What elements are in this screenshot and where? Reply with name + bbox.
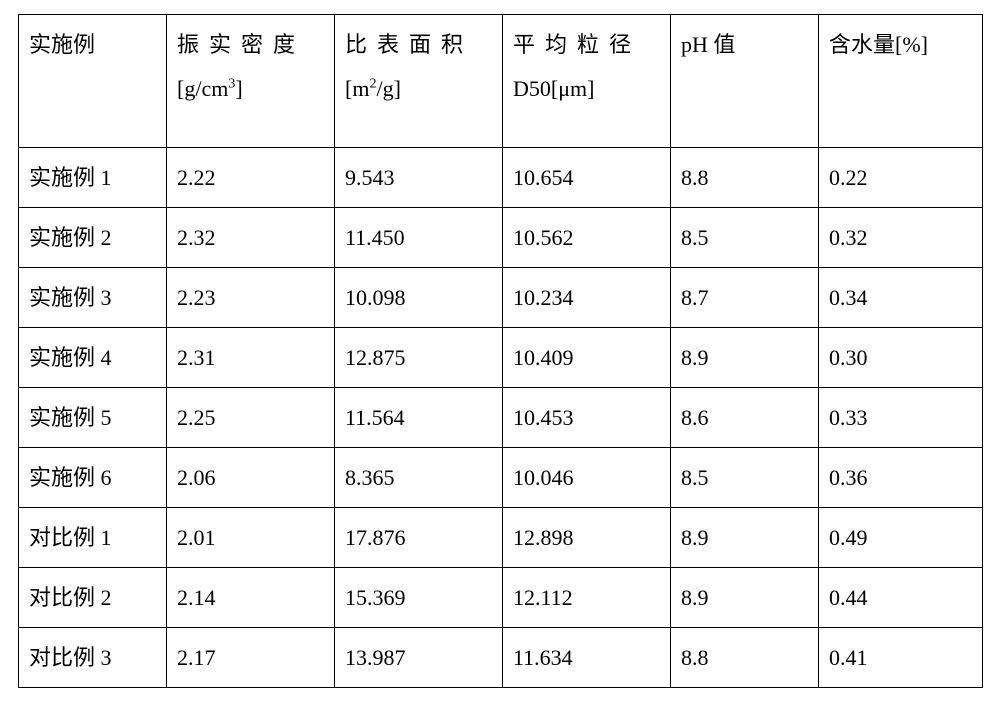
cell: 对比例 3 bbox=[19, 628, 167, 688]
cell: 0.41 bbox=[819, 628, 983, 688]
cell: 2.23 bbox=[167, 268, 335, 328]
table-row: 实施例 1 2.22 9.543 10.654 8.8 0.22 bbox=[19, 148, 983, 208]
cell: 0.34 bbox=[819, 268, 983, 328]
table-row: 实施例 4 2.31 12.875 10.409 8.9 0.30 bbox=[19, 328, 983, 388]
cell: 10.046 bbox=[503, 448, 671, 508]
cell: 2.22 bbox=[167, 148, 335, 208]
table-row: 实施例 6 2.06 8.365 10.046 8.5 0.36 bbox=[19, 448, 983, 508]
cell: 13.987 bbox=[335, 628, 503, 688]
cell: 11.564 bbox=[335, 388, 503, 448]
header-cell-2: 比表面积 [m2/g] bbox=[335, 15, 503, 148]
table-row: 实施例 2 2.32 11.450 10.562 8.5 0.32 bbox=[19, 208, 983, 268]
cell: 2.32 bbox=[167, 208, 335, 268]
cell: 2.25 bbox=[167, 388, 335, 448]
cell: 实施例 5 bbox=[19, 388, 167, 448]
cell: 实施例 3 bbox=[19, 268, 167, 328]
cell: 0.22 bbox=[819, 148, 983, 208]
cell: 0.30 bbox=[819, 328, 983, 388]
header-cell-0: 实施例 bbox=[19, 15, 167, 148]
cell: 8.5 bbox=[671, 208, 819, 268]
cell: 0.49 bbox=[819, 508, 983, 568]
header-cell-4: pH 值 bbox=[671, 15, 819, 148]
cell: 11.634 bbox=[503, 628, 671, 688]
header-line1: 比表面积 bbox=[345, 31, 492, 59]
header-line2: [m2/g] bbox=[345, 75, 492, 103]
cell: 8.6 bbox=[671, 388, 819, 448]
cell: 10.654 bbox=[503, 148, 671, 208]
header-cell-5: 含水量[%] bbox=[819, 15, 983, 148]
table-header-row: 实施例 振实密度 [g/cm3] 比表面积 [m2/g] 平均粒径 D50[μm… bbox=[19, 15, 983, 148]
cell: 8.365 bbox=[335, 448, 503, 508]
cell: 实施例 2 bbox=[19, 208, 167, 268]
data-table: 实施例 振实密度 [g/cm3] 比表面积 [m2/g] 平均粒径 D50[μm… bbox=[18, 14, 983, 688]
cell: 0.33 bbox=[819, 388, 983, 448]
cell: 0.36 bbox=[819, 448, 983, 508]
header-line1: pH 值 bbox=[681, 31, 808, 59]
cell: 0.32 bbox=[819, 208, 983, 268]
table-row: 实施例 3 2.23 10.098 10.234 8.7 0.34 bbox=[19, 268, 983, 328]
cell: 2.14 bbox=[167, 568, 335, 628]
header-line2: D50[μm] bbox=[513, 75, 660, 103]
cell: 8.8 bbox=[671, 628, 819, 688]
header-line2: [g/cm3] bbox=[177, 75, 324, 103]
header-line1: 实施例 bbox=[29, 31, 156, 59]
header-cell-1: 振实密度 [g/cm3] bbox=[167, 15, 335, 148]
cell: 10.562 bbox=[503, 208, 671, 268]
table-container: 实施例 振实密度 [g/cm3] 比表面积 [m2/g] 平均粒径 D50[μm… bbox=[0, 0, 1000, 702]
header-line1: 含水量[%] bbox=[829, 31, 972, 59]
cell: 实施例 4 bbox=[19, 328, 167, 388]
cell: 12.898 bbox=[503, 508, 671, 568]
cell: 10.098 bbox=[335, 268, 503, 328]
cell: 2.31 bbox=[167, 328, 335, 388]
cell: 0.44 bbox=[819, 568, 983, 628]
cell: 12.875 bbox=[335, 328, 503, 388]
cell: 对比例 1 bbox=[19, 508, 167, 568]
cell: 8.5 bbox=[671, 448, 819, 508]
header-cell-3: 平均粒径 D50[μm] bbox=[503, 15, 671, 148]
cell: 2.06 bbox=[167, 448, 335, 508]
cell: 8.8 bbox=[671, 148, 819, 208]
cell: 15.369 bbox=[335, 568, 503, 628]
cell: 对比例 2 bbox=[19, 568, 167, 628]
cell: 8.9 bbox=[671, 508, 819, 568]
cell: 10.453 bbox=[503, 388, 671, 448]
header-line1: 平均粒径 bbox=[513, 31, 660, 59]
cell: 12.112 bbox=[503, 568, 671, 628]
cell: 11.450 bbox=[335, 208, 503, 268]
cell: 10.409 bbox=[503, 328, 671, 388]
cell: 8.9 bbox=[671, 328, 819, 388]
cell: 10.234 bbox=[503, 268, 671, 328]
table-row: 对比例 3 2.17 13.987 11.634 8.8 0.41 bbox=[19, 628, 983, 688]
table-row: 对比例 2 2.14 15.369 12.112 8.9 0.44 bbox=[19, 568, 983, 628]
cell: 17.876 bbox=[335, 508, 503, 568]
table-row: 对比例 1 2.01 17.876 12.898 8.9 0.49 bbox=[19, 508, 983, 568]
header-line1: 振实密度 bbox=[177, 31, 324, 59]
cell: 8.7 bbox=[671, 268, 819, 328]
cell: 2.17 bbox=[167, 628, 335, 688]
cell: 2.01 bbox=[167, 508, 335, 568]
cell: 实施例 6 bbox=[19, 448, 167, 508]
cell: 8.9 bbox=[671, 568, 819, 628]
cell: 9.543 bbox=[335, 148, 503, 208]
table-row: 实施例 5 2.25 11.564 10.453 8.6 0.33 bbox=[19, 388, 983, 448]
cell: 实施例 1 bbox=[19, 148, 167, 208]
